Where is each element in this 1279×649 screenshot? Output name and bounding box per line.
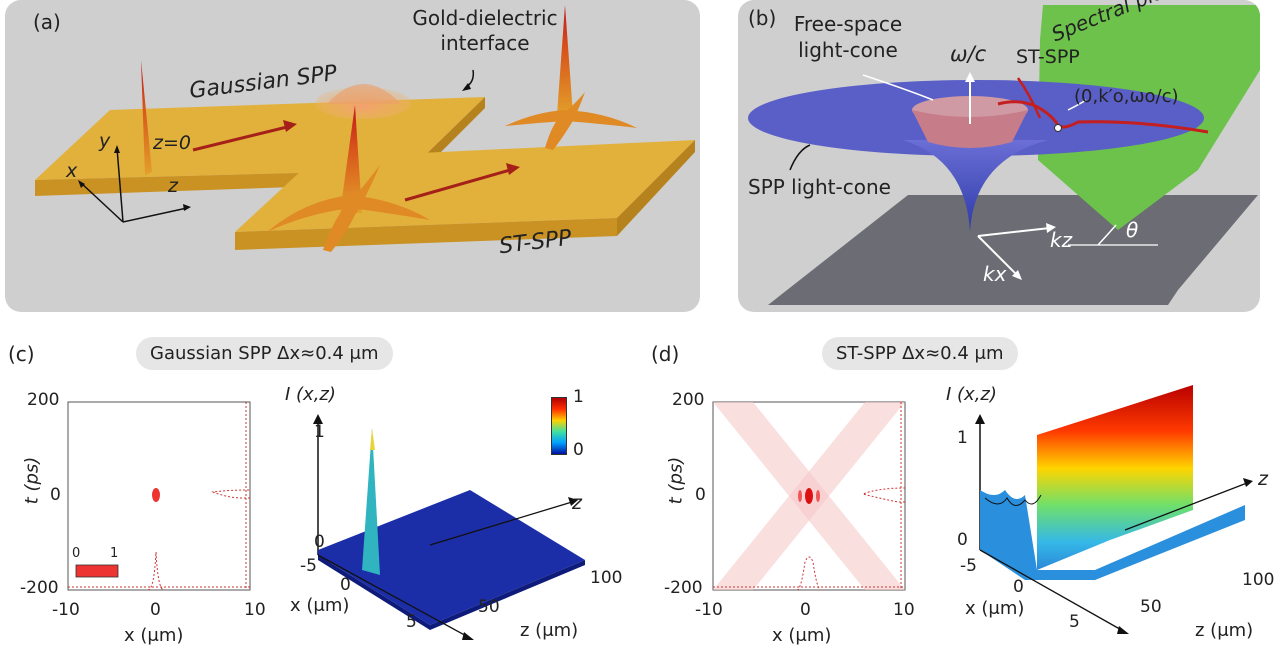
d-3d-xtick: -5 bbox=[960, 556, 977, 576]
z0-label: z=0 bbox=[153, 132, 191, 154]
c-3d-ztick: 0 bbox=[314, 532, 325, 552]
stspp-callout: ST-SPP bbox=[1016, 46, 1080, 68]
axis-y-label: y bbox=[99, 130, 111, 152]
free-space-label-line1: Free-space bbox=[793, 12, 903, 36]
free-space-label-line2: light-cone bbox=[798, 38, 898, 62]
c-3d-xtick: 5 bbox=[406, 612, 417, 632]
d-ytick: 0 bbox=[695, 485, 706, 505]
c-3d-peak bbox=[362, 428, 380, 575]
d-3d-surface bbox=[975, 385, 1253, 634]
panel-d-label: (d) bbox=[651, 342, 680, 366]
c-3d-label: I (x,z) bbox=[285, 384, 336, 405]
panel-b: (b) Free-space light-cone ω/c ST-SPP Spe… bbox=[738, 0, 1260, 312]
d-ytick: 200 bbox=[672, 390, 705, 410]
panel-a: (a) Gold-dielectric interface Gaussian S… bbox=[5, 0, 700, 312]
panel-c-label: (c) bbox=[8, 342, 35, 366]
c-xtick: 0 bbox=[150, 600, 161, 620]
d-3d-xtick: 0 bbox=[1013, 577, 1024, 597]
d-3d-zlabel: z (μm) bbox=[1195, 620, 1254, 641]
c-ylabel: t (ps) bbox=[21, 456, 43, 505]
spp-light-cone-label: SPP light-cone bbox=[748, 175, 891, 199]
d-xtick: 0 bbox=[800, 600, 811, 620]
d-3d-ztick: 0 bbox=[957, 530, 968, 550]
c-3d-ztick: 1 bbox=[314, 422, 325, 442]
panel-b-label: (b) bbox=[748, 6, 777, 30]
gaussian-spike bbox=[141, 60, 152, 175]
c-gaussian-spot bbox=[152, 488, 160, 502]
c-ytick: -200 bbox=[20, 578, 59, 598]
c-3d-zval: 100 bbox=[590, 568, 623, 588]
c-ytick: 200 bbox=[27, 390, 60, 410]
d-xtick: -10 bbox=[695, 600, 723, 620]
d-2d-plot bbox=[712, 401, 906, 591]
d-stspp-center bbox=[805, 488, 813, 504]
d-3d-zaxis: z bbox=[1258, 468, 1268, 490]
d-3d-xlabel: x (μm) bbox=[965, 598, 1025, 619]
d-3d-zval: 50 bbox=[1140, 597, 1162, 617]
panel-a-label: (a) bbox=[33, 10, 61, 34]
d-3d-ztick: 1 bbox=[957, 428, 968, 448]
axis-x-label: x bbox=[66, 160, 78, 182]
theta-label: θ bbox=[1126, 218, 1139, 242]
operating-point-label: (0,k′o,ωo/c) bbox=[1074, 86, 1179, 107]
stspp-curve bbox=[997, 100, 1209, 134]
c-xtick: 10 bbox=[244, 600, 266, 620]
c-3d-zlabel: z (μm) bbox=[520, 620, 579, 641]
c-3d-cbar-max: 1 bbox=[573, 387, 584, 407]
c-cbar-max: 1 bbox=[110, 546, 119, 561]
interface-label-line1: Gold-dielectric bbox=[412, 6, 558, 30]
panel-d-title: ST-SPP Δx≈0.4 μm bbox=[822, 337, 1018, 370]
c-3d-cbar-min: 0 bbox=[573, 440, 584, 460]
d-3d-label: I (x,z) bbox=[946, 384, 997, 405]
stspp-spike-1 bbox=[340, 105, 362, 213]
panel-b-illustration bbox=[748, 5, 1260, 305]
kz-label: kz bbox=[1050, 228, 1073, 252]
panel-c-title: Gaussian SPP Δx≈0.4 μm bbox=[136, 337, 393, 370]
d-ytick: -200 bbox=[664, 578, 703, 598]
c-3d-surface bbox=[313, 414, 585, 640]
d-3d-xtick: 5 bbox=[1069, 612, 1080, 632]
free-space-cone bbox=[912, 110, 1028, 148]
operating-point bbox=[1054, 124, 1062, 132]
c-3d-xtick: 0 bbox=[340, 575, 351, 595]
panel-a-illustration bbox=[35, 5, 695, 252]
c-xtick: -10 bbox=[52, 600, 80, 620]
stspp-spike-2 bbox=[557, 5, 573, 115]
c-ytick: 0 bbox=[50, 485, 61, 505]
c-3d-colorbar bbox=[551, 397, 567, 455]
c-2d-plot bbox=[67, 401, 251, 591]
d-xtick: 10 bbox=[893, 600, 915, 620]
c-xlabel: x (μm) bbox=[124, 625, 184, 646]
floor-plane bbox=[768, 195, 1258, 305]
axis-z-label: z bbox=[168, 175, 178, 197]
c-3d-xtick: -5 bbox=[300, 556, 317, 576]
d-3d-sheet bbox=[1037, 385, 1193, 570]
c-cbar-min: 0 bbox=[72, 546, 81, 561]
interface-label-line2: interface bbox=[440, 31, 530, 55]
c-3d-zaxis: z bbox=[572, 492, 582, 514]
kx-label: kx bbox=[983, 262, 1007, 286]
d-3d-zval: 100 bbox=[1242, 570, 1275, 590]
omega-label: ω/c bbox=[950, 42, 987, 66]
c-colorbar bbox=[75, 564, 119, 578]
c-3d-zval: 50 bbox=[478, 597, 500, 617]
d-xlabel: x (μm) bbox=[772, 625, 832, 646]
d-ylabel: t (ps) bbox=[665, 456, 687, 505]
c-3d-xlabel: x (μm) bbox=[290, 595, 350, 616]
